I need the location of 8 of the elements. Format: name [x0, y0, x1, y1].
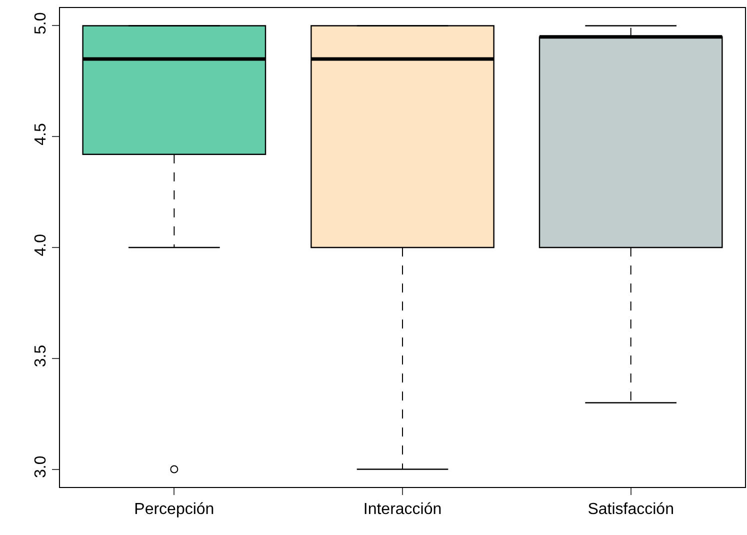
x-tick-label: Interacción: [363, 501, 442, 518]
y-tick-label: 3.0: [32, 456, 50, 478]
x-tick-label: Satisfacción: [588, 501, 674, 518]
y-tick-label: 4.5: [32, 123, 50, 146]
y-tick-label: 4.0: [32, 234, 50, 256]
y-tick-label: 5.0: [32, 12, 50, 34]
y-tick-label: 3.5: [32, 344, 50, 368]
x-tick-label: Percepción: [134, 501, 214, 518]
